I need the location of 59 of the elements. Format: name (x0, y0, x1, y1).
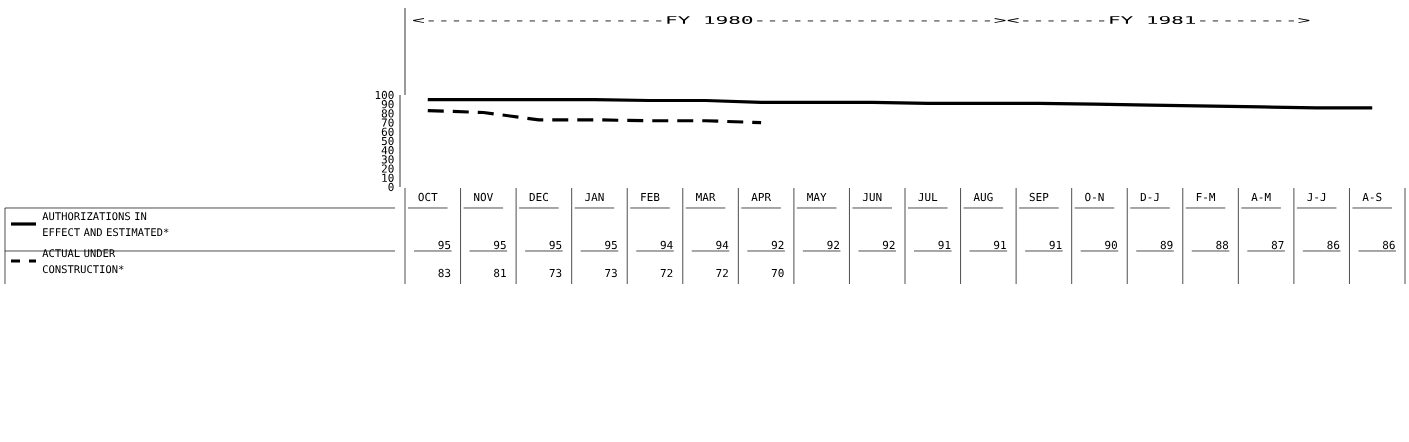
data-label: 94 (716, 240, 729, 250)
x-tick-label: A-S (1362, 192, 1382, 202)
x-tick-label: OCT (418, 192, 438, 202)
data-label: 88 (1216, 240, 1229, 250)
x-tick-label: JUN (862, 192, 882, 202)
x-tick-label: APR (751, 192, 772, 202)
text: <-------FY 1981--------> (1007, 16, 1310, 24)
x-tick-label: NOV (474, 192, 493, 202)
data-label: 73 (549, 268, 562, 278)
data-label: 86 (1327, 240, 1340, 250)
y-tick-label: 60 (381, 127, 394, 136)
y-tick-label: 20 (381, 164, 394, 173)
y-tick-label: 100 (375, 90, 394, 100)
x-tick-label: MAR (696, 192, 716, 202)
data-label: 94 (660, 240, 673, 250)
data-label: 92 (882, 240, 895, 250)
x-tick-label: FEB (641, 192, 660, 202)
data-label: 95 (494, 240, 506, 250)
x-tick-label: J-J (1307, 192, 1326, 202)
data-label: 87 (1271, 240, 1284, 250)
line-series (426, 109, 763, 125)
legend-label: AUTHORIZATIONS IN EFFECT AND ESTIMATED* (42, 212, 169, 237)
data-label: 90 (1105, 240, 1117, 250)
data-label: 83 (438, 268, 451, 278)
x-tick-label: JUL (918, 192, 938, 202)
x-tick-label: DEC (529, 192, 548, 202)
data-label: 91 (994, 240, 1006, 250)
data-label: 95 (549, 240, 562, 250)
data-label: 92 (771, 240, 784, 250)
data-label: 95 (605, 240, 617, 250)
data-label: 81 (494, 268, 506, 278)
y-tick-label: 40 (381, 146, 394, 155)
x-tick-label: F-M (1196, 192, 1216, 202)
data-label: 91 (938, 240, 951, 250)
data-label: 73 (605, 268, 617, 278)
y-tick-label: 10 (382, 173, 394, 182)
data-label: 95 (438, 240, 451, 250)
text: <-------------------FY 1980-------------------> (413, 16, 1006, 24)
data-label: 92 (827, 240, 839, 250)
x-tick-label: JAN (585, 192, 604, 202)
legend-label: ACTUAL UNDER CONSTRUCTION* (42, 249, 124, 274)
x-tick-label: A-M (1251, 192, 1271, 202)
data-label: 70 (771, 268, 784, 278)
data-label: 72 (716, 268, 728, 278)
y-tick-label: 80 (381, 109, 394, 118)
data-label: 72 (660, 268, 673, 278)
x-tick-label: SEP (1029, 192, 1049, 202)
data-label: 91 (1049, 240, 1062, 250)
y-tick-label: 50 (381, 136, 394, 146)
x-tick-label: MAY (807, 192, 827, 202)
x-tick-label: D-J (1140, 192, 1159, 202)
data-label: 86 (1382, 240, 1395, 250)
x-tick-label: O-N (1085, 192, 1104, 202)
y-tick-label: 30 (381, 155, 394, 164)
data-label: 89 (1160, 240, 1173, 250)
y-tick-label: 0 (388, 182, 394, 192)
x-tick-label: AUG (973, 192, 993, 202)
y-tick-label: 90 (381, 100, 394, 109)
y-tick-label: 70 (381, 118, 394, 127)
